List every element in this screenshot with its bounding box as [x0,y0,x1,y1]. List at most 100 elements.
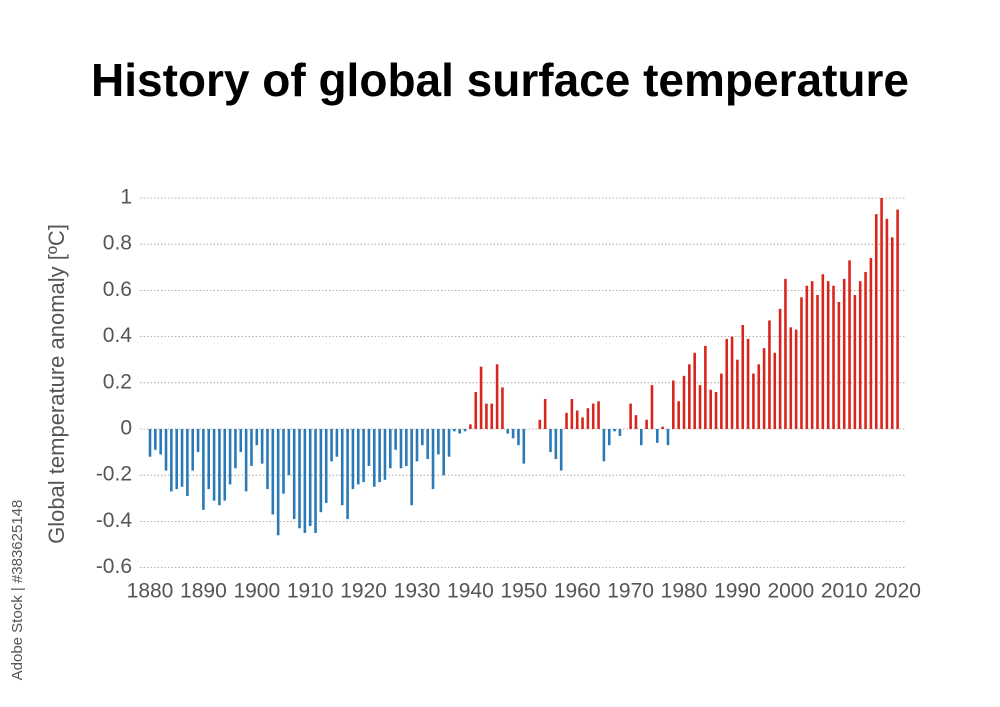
bar [672,380,675,429]
bar [677,401,680,429]
bar [709,389,712,429]
bar [842,278,846,429]
bar [474,392,478,429]
bar [330,429,333,462]
bar [885,218,889,429]
bar [613,429,616,432]
bar [864,271,867,429]
bar [356,429,360,485]
bar [340,429,344,506]
bar [170,429,173,492]
x-tick-label: 1980 [661,580,708,603]
bar [228,429,232,485]
x-tick-label: 1910 [287,580,334,603]
bar [741,325,745,429]
bar [762,348,766,429]
bar [351,429,355,490]
y-tick-label: -0.2 [96,463,132,486]
y-tick-label: 0.8 [103,232,132,255]
bar [757,364,761,429]
bar [405,429,408,466]
bar [175,429,178,490]
bar [442,429,445,476]
y-tick-label: 0.6 [103,278,132,301]
bar [255,429,259,446]
bar [308,429,312,527]
bar [543,398,547,429]
y-tick-label: -0.6 [96,555,132,578]
bar [575,410,579,429]
y-tick-label: 0.4 [103,324,133,347]
bar [789,327,793,429]
bar [698,385,702,429]
bar [282,429,285,494]
x-tick-label: 2000 [767,580,814,603]
bar [276,429,280,536]
bar [367,429,371,466]
bar [180,429,184,487]
x-tick-label: 1900 [233,580,280,603]
bar [287,429,291,476]
bar [826,281,830,429]
bar [453,429,456,432]
bar [314,429,317,533]
x-tick-label: 1930 [394,580,441,603]
bar [303,429,307,533]
bar [656,429,659,443]
bar [292,429,296,520]
y-tick-label: -0.4 [96,509,133,532]
bar [223,429,227,501]
bar [704,345,707,429]
bar [896,209,899,429]
x-tick-label: 1950 [500,580,547,603]
bar [164,429,168,471]
bar [196,429,200,453]
bar [586,408,590,429]
bar [800,297,803,429]
bar [218,429,221,506]
bar [688,364,691,429]
bar [244,429,248,492]
bar [506,429,510,434]
x-tick-label: 2010 [821,580,868,603]
bar [148,429,152,457]
bar [858,281,862,429]
bar [720,373,723,429]
bar [880,198,883,429]
bar [837,301,841,429]
bar [394,429,397,450]
bar [618,429,622,436]
bar [853,295,857,429]
bar [410,429,413,506]
bar [629,403,632,429]
y-tick-label: 1 [120,186,132,209]
bar [378,429,381,483]
y-tick-label: 0 [120,417,132,440]
bar [661,426,664,429]
bar [437,429,440,455]
bar [554,429,558,460]
bar [714,392,718,429]
bar [463,429,467,432]
bar [191,429,195,471]
bar [794,329,798,429]
bar [362,429,365,483]
x-tick-label: 1970 [607,580,654,603]
bar [768,320,771,429]
bar [495,364,499,429]
x-tick-label: 1940 [447,580,494,603]
bar [869,258,873,429]
watermark: Adobe Stock | #383625148 [9,500,26,681]
bar [538,419,542,429]
bar [250,429,253,466]
bar [773,352,777,429]
bar [591,403,595,429]
bar [469,424,472,429]
bar [746,338,750,429]
y-axis-label: Global temperature anomaly [ºC] [44,224,69,544]
bar [346,429,349,520]
bar [335,429,339,457]
bar [324,429,328,503]
bar [581,417,584,429]
